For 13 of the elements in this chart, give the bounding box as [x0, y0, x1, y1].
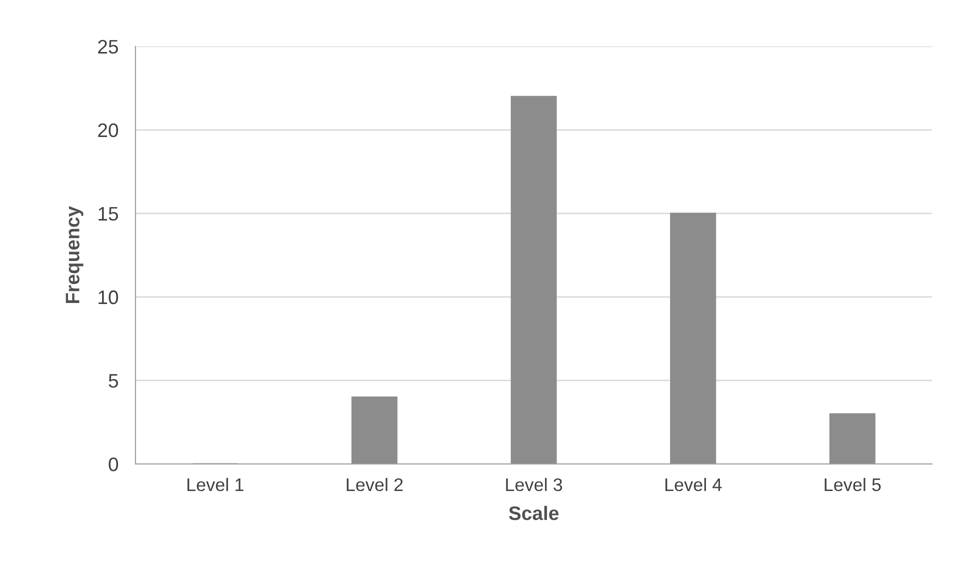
y-tick-label: 15: [98, 207, 118, 221]
y-tick-label: 5: [108, 374, 118, 388]
x-tick-label: Level 1: [188, 478, 244, 492]
x-tick-label: Level 4: [665, 478, 722, 492]
x-tick-label: Level 5: [824, 478, 881, 492]
y-tick-label: 10: [98, 290, 118, 304]
y-tick-label: 20: [98, 123, 118, 138]
y-axis-title: Frequency: [66, 206, 84, 304]
y-tick-label: 0: [108, 457, 118, 472]
x-tick-label: Level 3: [506, 478, 562, 492]
y-tick-label: 25: [98, 40, 118, 54]
x-tick-label: Level 2: [346, 478, 403, 492]
x-axis-title: Scale: [508, 506, 559, 520]
